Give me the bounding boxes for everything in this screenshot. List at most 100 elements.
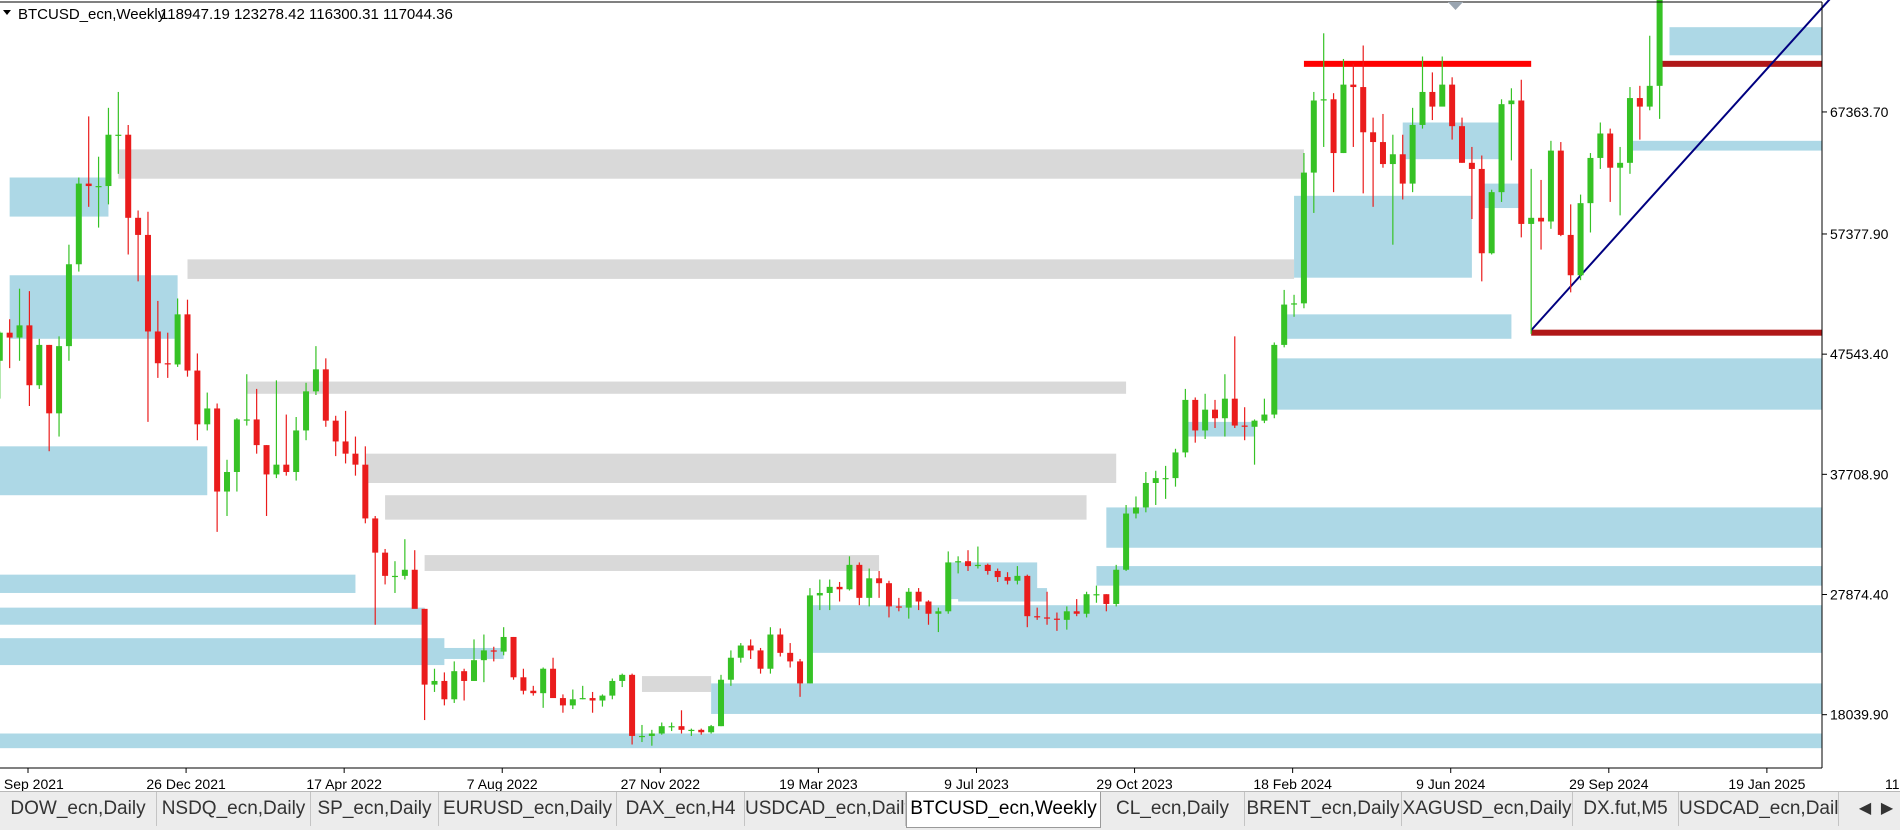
bear-candle xyxy=(1449,84,1456,127)
symbol-label: BTCUSD_ecn,Weekly xyxy=(18,6,166,23)
bear-candle xyxy=(1370,132,1377,143)
bear-candle xyxy=(589,698,596,701)
bear-candle xyxy=(1044,617,1051,619)
bear-candle xyxy=(1538,217,1545,222)
bull-candle xyxy=(105,134,112,187)
tab-eurusd-ecn-daily[interactable]: EURUSD_ecn,Daily xyxy=(439,792,617,826)
candles-layer xyxy=(0,0,1663,746)
bear-candle xyxy=(382,552,389,576)
demand-zone xyxy=(0,733,1822,749)
tab-scroll-left-icon[interactable]: ◀ xyxy=(1858,800,1872,817)
supply-zone xyxy=(118,149,1304,179)
y-tick-label: 47543.40 xyxy=(1830,346,1889,362)
bull-candle xyxy=(579,698,586,700)
bull-candle xyxy=(224,471,231,492)
bull-candle xyxy=(273,464,280,475)
tab-nsdq-ecn-daily[interactable]: NSDQ_ecn,Daily xyxy=(157,792,311,826)
price-chart[interactable]: 117044.36 126522.00106701.7096867.208703… xyxy=(0,0,1900,791)
bull-candle xyxy=(945,562,952,612)
tab-btcusd-ecn-weekly[interactable]: BTCUSD_ecn,Weekly xyxy=(906,792,1101,828)
bear-candle xyxy=(895,606,902,608)
bear-candle xyxy=(283,464,290,472)
bear-candle xyxy=(441,680,448,700)
bear-candle xyxy=(984,564,991,571)
bear-candle xyxy=(194,370,201,425)
bear-candle xyxy=(836,586,843,590)
chart-menu-triangle-icon[interactable] xyxy=(3,10,11,15)
bull-candle xyxy=(688,729,695,732)
x-tick-label: 29 Oct 2023 xyxy=(1096,776,1172,791)
bear-candle xyxy=(747,645,754,651)
bear-candle xyxy=(164,363,171,365)
bear-candle xyxy=(787,652,794,662)
bear-candle xyxy=(253,419,260,446)
tab-dx-fut-m5[interactable]: DX.fut,M5 xyxy=(1573,792,1679,826)
bear-candle xyxy=(214,408,221,492)
bull-candle xyxy=(648,733,655,736)
tab-brent-ecn-daily[interactable]: BRENT_ecn,Daily xyxy=(1245,792,1402,826)
bear-candle xyxy=(1103,594,1110,604)
bull-candle xyxy=(609,680,616,696)
bear-candle xyxy=(550,668,557,699)
bear-candle xyxy=(1192,399,1199,431)
x-tick-label: 19 Jan 2025 xyxy=(1728,776,1805,791)
tab-cl-ecn-daily[interactable]: CL_ecn,Daily xyxy=(1101,792,1245,826)
bull-candle xyxy=(303,391,310,431)
demand-zone xyxy=(1096,566,1822,586)
tab-xagusd-ecn-daily[interactable]: XAGUSD_ecn,Daily xyxy=(1402,792,1573,826)
bull-candle xyxy=(1439,84,1446,107)
bull-candle xyxy=(767,634,774,669)
bull-candle xyxy=(846,564,853,590)
bear-candle xyxy=(1073,611,1080,614)
demand-zone xyxy=(9,177,109,217)
demand-zone xyxy=(958,588,1048,602)
bull-candle xyxy=(737,645,744,658)
demand-zone xyxy=(1284,314,1512,339)
supply-zone xyxy=(385,495,1087,520)
bear-candle xyxy=(1330,99,1337,154)
ohlc-values: 118947.19 123278.42 116300.31 117044.36 xyxy=(160,6,453,23)
bull-candle xyxy=(866,578,873,598)
bear-candle xyxy=(885,583,892,607)
bear-candle xyxy=(1004,577,1011,581)
bear-candle xyxy=(559,698,566,706)
bull-candle xyxy=(451,671,458,700)
tab-usdcad-ecn-daily[interactable]: USDCAD_ecn,Daily xyxy=(745,792,906,826)
bull-candle xyxy=(1656,0,1663,86)
tab-dax-ecn-h4[interactable]: DAX_ecn,H4 xyxy=(617,792,745,826)
tab-usdcad-ecn-daily[interactable]: USDCAD_ecn,Daily xyxy=(1679,792,1839,826)
bear-candle xyxy=(678,726,685,730)
bear-candle xyxy=(629,674,636,736)
bear-candle xyxy=(1459,126,1466,163)
bull-candle xyxy=(1597,133,1604,158)
bull-candle xyxy=(658,726,665,734)
bull-candle xyxy=(1409,124,1416,184)
supply-zone xyxy=(246,381,1127,394)
bear-candle xyxy=(1053,618,1060,620)
tab-scroll-right-icon[interactable]: ▶ xyxy=(1880,800,1894,817)
trendline-layer[interactable] xyxy=(1530,0,1900,331)
trendline[interactable] xyxy=(1530,0,1900,331)
bear-candle xyxy=(994,570,1001,578)
bull-candle xyxy=(826,586,833,593)
bear-candle xyxy=(876,578,883,584)
bull-candle xyxy=(1182,399,1189,453)
y-tick-label: 37708.90 xyxy=(1830,466,1889,482)
bear-candle xyxy=(1636,98,1643,107)
bear-candle xyxy=(757,650,764,669)
bull-candle xyxy=(1142,482,1149,508)
chart-shift-marker-icon[interactable] xyxy=(1448,2,1463,10)
tab-dow-ecn-daily[interactable]: DOW_ecn,Daily xyxy=(0,792,157,826)
x-tick-label: 5 Sep 2021 xyxy=(0,776,64,791)
bull-candle xyxy=(16,325,23,338)
y-tick-label: 57377.90 xyxy=(1830,226,1889,242)
bull-candle xyxy=(1626,98,1633,163)
bear-candle xyxy=(184,314,191,371)
supply-zone xyxy=(641,676,712,692)
demand-zone xyxy=(809,605,1822,653)
bull-candle xyxy=(1162,478,1169,480)
tab-sp-ecn-daily[interactable]: SP_ecn,Daily xyxy=(311,792,439,826)
bull-candle xyxy=(36,344,43,386)
bear-candle xyxy=(965,561,972,567)
bull-candle xyxy=(727,657,734,680)
